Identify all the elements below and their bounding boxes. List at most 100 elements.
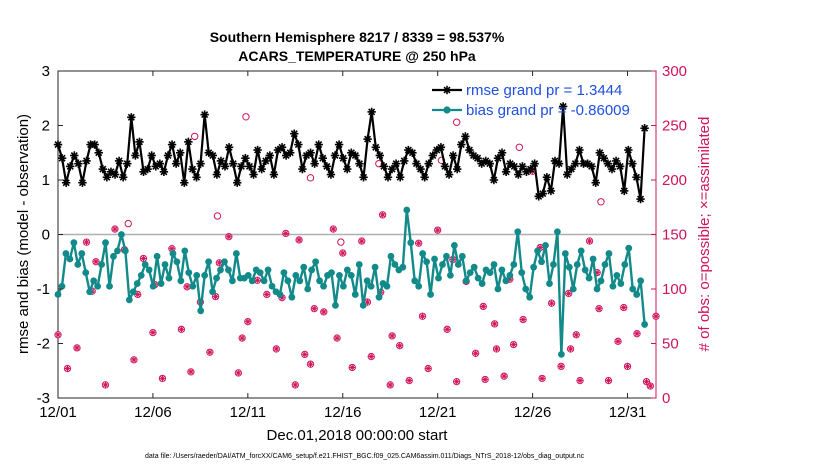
rmse-star-core: [267, 153, 272, 158]
rmse-star-core: [467, 148, 472, 153]
obs-possible-circle: [481, 375, 489, 384]
obs-possible-circle: [238, 334, 246, 342]
bias-point: [66, 255, 74, 263]
obs-count-point: [595, 304, 603, 313]
rmse-point: [493, 154, 503, 163]
y-left-tick-label: 1: [42, 172, 50, 189]
obs-possible-circle: [405, 376, 413, 385]
obs-possible-only-circle: [337, 238, 345, 246]
obs-mark-stroke: [482, 377, 488, 382]
bias-point: [391, 261, 399, 268]
obs-mark-stroke: [420, 313, 425, 319]
bias-point: [411, 277, 419, 285]
bias-point: [284, 277, 292, 285]
rmse-point: [371, 143, 380, 152]
bias-point: [585, 274, 593, 282]
bias-point: [577, 247, 585, 255]
rmse-star-core: [133, 153, 138, 158]
obs-mark-stroke: [159, 375, 165, 381]
rmse-star-core: [406, 148, 411, 153]
rmse-point: [351, 151, 360, 160]
rmse-star-core: [182, 180, 187, 185]
obs-mark-stroke: [74, 345, 80, 351]
obs-possible-circle: [225, 233, 233, 241]
rmse-star-core: [605, 161, 610, 166]
bias-point: [118, 231, 125, 238]
bias-point: [62, 250, 70, 257]
obs-count-point: [282, 229, 290, 238]
rmse-point: [440, 162, 450, 171]
y-axis-label-right: # of obs: o=possible; ×=assimilated: [696, 117, 713, 352]
rmse-series-layer: [53, 102, 649, 204]
bias-point: [189, 282, 197, 290]
obs-possible-circle: [614, 337, 622, 345]
rmse-point: [135, 137, 144, 147]
bias-point: [458, 252, 466, 260]
rmse-star-core: [247, 164, 252, 169]
rmse-star-core: [149, 153, 154, 158]
rmse-point: [127, 113, 136, 122]
rmse-star-core: [442, 164, 447, 169]
bias-point: [375, 293, 383, 301]
obs-possible-circle: [472, 349, 480, 357]
obs-count-point: [63, 364, 72, 373]
obs-possible-circle: [620, 303, 628, 312]
obs-possible-circle: [130, 356, 138, 364]
obs-possible-circle: [453, 377, 461, 386]
obs-mark-stroke: [264, 291, 270, 297]
rmse-star-core: [548, 188, 553, 193]
obs-mark-stroke: [235, 370, 241, 376]
rmse-star-core: [194, 175, 199, 180]
obs-possible-circle: [396, 342, 404, 350]
rmse-star-core: [516, 172, 521, 177]
obs-mark-stroke: [150, 330, 156, 336]
rmse-point: [485, 159, 495, 168]
obs-count-point: [187, 368, 195, 376]
obs-mark-stroke: [549, 300, 555, 306]
bias-point: [197, 307, 205, 315]
rmse-star-core: [198, 161, 203, 166]
rmse-star-core: [532, 161, 537, 166]
bias-point: [98, 261, 105, 268]
rmse-star-core: [80, 180, 85, 185]
obs-count-point: [329, 225, 337, 233]
rmse-star-core: [243, 156, 248, 161]
rmse-point: [624, 145, 633, 155]
obs-mark-stroke: [566, 290, 572, 296]
obs-count-point: [443, 325, 451, 333]
rmse-star-core: [561, 104, 566, 109]
obs-count-point: [500, 372, 508, 380]
bias-point: [332, 301, 339, 309]
bias-point: [538, 258, 545, 266]
rmse-point: [489, 175, 499, 185]
rmse-star-core: [402, 158, 407, 163]
obs-mark-stroke: [573, 332, 579, 338]
bias-point: [439, 261, 446, 268]
rmse-star-core: [178, 150, 183, 155]
rmse-point: [208, 151, 217, 160]
rmse-star-core: [528, 167, 533, 172]
rmse-point: [408, 148, 417, 157]
obs-mark-stroke: [216, 260, 222, 266]
rmse-star-core: [369, 109, 374, 114]
obs-count-point: [92, 258, 100, 266]
rmse-star-core: [508, 161, 513, 166]
obs-mark-stroke: [359, 238, 365, 244]
rmse-star-core: [451, 153, 456, 158]
rmse-star-core: [394, 161, 399, 166]
legend-rmse-marker: [442, 85, 452, 95]
obs-mark-stroke: [501, 373, 507, 379]
rmse-point: [94, 148, 103, 157]
obs-mark-stroke: [65, 366, 70, 372]
rmse-star-core: [504, 169, 509, 174]
bias-point: [288, 293, 296, 301]
rmse-point: [465, 145, 474, 155]
obs-count-point: [158, 374, 167, 383]
obs-possible-circle: [565, 289, 573, 298]
rmse-star-core: [544, 175, 549, 180]
obs-count-point: [320, 308, 328, 316]
obs-mark-stroke: [416, 240, 422, 246]
obs-possible-circle: [367, 352, 375, 361]
obs-count-point: [206, 348, 214, 356]
obs-count-point: [490, 320, 499, 328]
